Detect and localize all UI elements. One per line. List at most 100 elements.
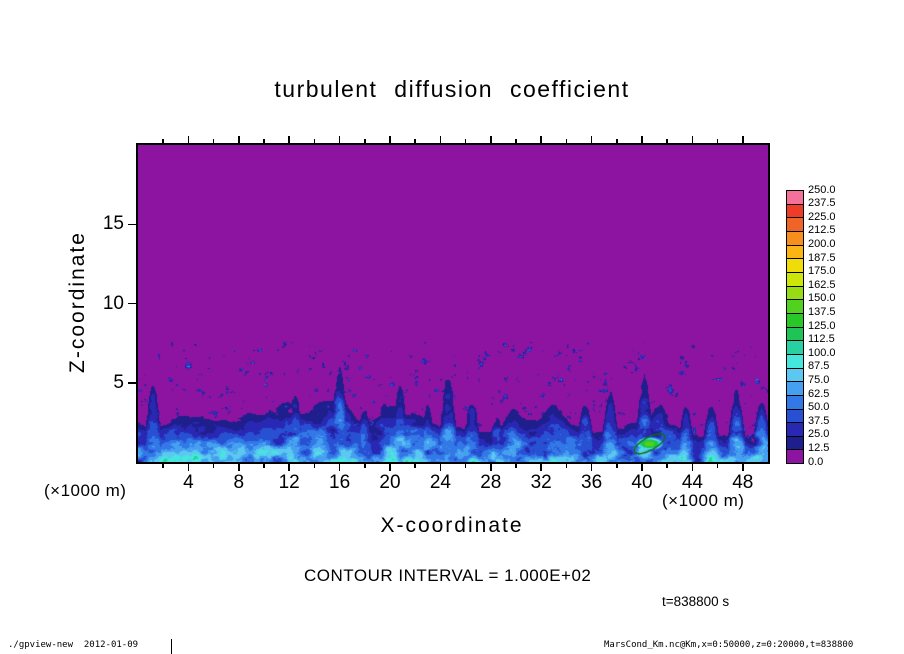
x-tick-top <box>666 139 668 143</box>
z-tick-label: 15 <box>102 213 124 235</box>
z-axis-label: Z-coordinate <box>66 231 89 373</box>
colorbar-tick-label: 12.5 <box>808 441 830 454</box>
colorbar-tick-label: 212.5 <box>808 224 836 237</box>
x-tick-top <box>389 136 391 143</box>
x-tick-label: 8 <box>233 472 245 493</box>
footer-right: MarsCond_Km.nc@Km,x=0:50000,z=0:20000,t=… <box>604 640 854 650</box>
colorbar-cell <box>787 327 803 342</box>
x-tick-top <box>742 136 744 143</box>
colorbar-tick-label: 87.5 <box>808 360 830 373</box>
colorbar-tick-label: 187.5 <box>808 251 836 264</box>
x-tick-top <box>212 139 215 143</box>
colorbar-cell <box>787 191 803 205</box>
x-tick-bottom <box>288 464 290 471</box>
x-tick-top <box>490 136 492 143</box>
x-tick-label: 44 <box>681 472 703 493</box>
colorbar-cell <box>787 409 803 424</box>
colorbar-tick-label: 37.5 <box>808 414 830 427</box>
colorbar-cell <box>787 300 803 314</box>
x-tick-bottom <box>238 464 240 471</box>
x-tick-bottom <box>666 464 668 468</box>
colorbar-cell <box>787 313 803 328</box>
x-tick-top <box>515 139 517 143</box>
time-annotation: t=838800 s <box>662 594 730 609</box>
x-tick-bottom <box>616 464 618 468</box>
x-tick-label: 4 <box>183 472 194 493</box>
z-axis-unit: (×1000 m) <box>44 481 127 500</box>
colorbar-cell <box>787 272 803 287</box>
x-tick-bottom <box>389 464 391 471</box>
x-tick-top <box>540 136 542 143</box>
x-tick-bottom <box>414 464 416 468</box>
colorbar-cell <box>787 354 803 369</box>
colorbar-tick-label: 50.0 <box>808 401 830 414</box>
chart-title: turbulent diffusion coefficient <box>274 76 630 102</box>
colorbar-cell <box>787 245 803 260</box>
x-tick-bottom <box>716 464 719 468</box>
colorbar-tick-label: 112.5 <box>808 333 835 346</box>
colorbar-cell <box>787 218 803 232</box>
colorbar-tick-label: 62.5 <box>808 387 830 400</box>
x-tick-top <box>263 139 265 143</box>
x-tick-label: 20 <box>379 472 401 493</box>
x-tick-top <box>565 139 568 143</box>
colorbar-tick-label: 0.0 <box>808 455 824 468</box>
footer-left: ./gpview-new 2012-01-09 <box>8 640 139 650</box>
colorbar-tick-label: 100.0 <box>808 346 836 359</box>
x-tick-top <box>464 139 467 143</box>
heatmap-canvas <box>138 145 768 462</box>
x-tick-label: 48 <box>732 472 754 493</box>
x-tick-bottom <box>742 464 744 471</box>
x-tick-bottom <box>162 464 164 468</box>
colorbar-cell <box>787 436 803 451</box>
x-tick-top <box>338 136 341 143</box>
x-tick-bottom <box>515 464 517 468</box>
colorbar-cell <box>787 368 803 383</box>
plot-frame <box>136 143 770 464</box>
x-tick-top <box>364 139 366 143</box>
colorbar-tick-label: 175.0 <box>808 265 836 278</box>
x-tick-bottom <box>338 464 341 471</box>
x-tick-top <box>616 139 618 143</box>
x-tick-top <box>313 139 316 143</box>
colorbar-tick-label: 125.0 <box>808 319 836 332</box>
z-tick-label: 10 <box>102 292 124 314</box>
colorbar-tick-label: 237.5 <box>808 197 836 210</box>
x-tick-label: 40 <box>631 472 653 493</box>
colorbar-cell <box>787 231 803 246</box>
colorbar-cell <box>787 341 803 355</box>
colorbar-tick-label: 137.5 <box>808 305 836 318</box>
x-tick-bottom <box>364 464 366 468</box>
x-tick-top <box>641 136 643 143</box>
x-tick-top <box>716 139 719 143</box>
x-tick-top <box>187 136 190 143</box>
x-tick-bottom <box>212 464 215 468</box>
x-tick-top <box>590 136 593 143</box>
colorbar-tick-label: 225.0 <box>808 210 836 223</box>
colorbar-tick-label: 25.0 <box>808 428 830 441</box>
z-tick <box>128 382 136 384</box>
x-tick-top <box>414 139 416 143</box>
x-tick-top <box>691 136 694 143</box>
x-tick-label: 32 <box>530 472 552 493</box>
x-tick-label: 16 <box>329 472 351 493</box>
x-tick-label: 36 <box>581 472 603 493</box>
x-tick-bottom <box>187 464 190 471</box>
contour-interval-note: CONTOUR INTERVAL = 1.000E+02 <box>304 566 592 585</box>
colorbar-tick-label: 150.0 <box>808 292 836 305</box>
x-tick-label: 24 <box>429 472 451 493</box>
colorbar-cell <box>787 382 803 396</box>
colorbar-cell <box>787 259 803 273</box>
z-tick <box>128 302 136 305</box>
colorbar-cell <box>787 395 803 410</box>
z-tick <box>128 223 136 225</box>
colorbar-cell <box>787 204 803 219</box>
z-tick-label: 5 <box>113 371 124 393</box>
footer-mark <box>171 639 172 654</box>
x-tick-bottom <box>490 464 492 471</box>
x-tick-bottom <box>464 464 467 468</box>
colorbar-cell <box>787 450 803 464</box>
x-tick-bottom <box>590 464 593 471</box>
x-tick-top <box>238 136 240 143</box>
